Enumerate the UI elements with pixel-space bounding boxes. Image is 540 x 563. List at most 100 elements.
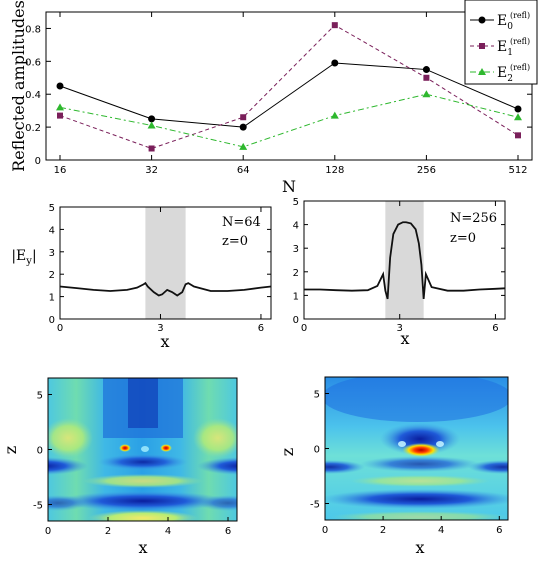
x-tick-label: 512 (508, 165, 527, 176)
y-tick-label: 5 (49, 203, 55, 214)
legend: E0(refl) E1(refl) E2(refl) (464, 0, 538, 85)
annotation-n: N=64 (222, 215, 261, 230)
y-axis-label: z (278, 448, 297, 456)
x-axis-label: x (160, 332, 169, 351)
x-tick-label: 64 (237, 165, 250, 176)
shaded-region (385, 201, 424, 319)
reflected-amplitudes-chart: 16 32 64 128 256 512 0 0.2 0.4 0.6 0.8 Reflected a… (9, 0, 538, 196)
x-axis-label: x (138, 538, 147, 557)
y-tick-label: 2 (293, 268, 299, 279)
data-point (423, 74, 430, 81)
x-tick-label: 6 (225, 526, 231, 537)
x-tick-label: 6 (258, 323, 264, 334)
y-axis-label: Reflected amplitudes (9, 0, 28, 172)
heatmap-image (48, 378, 237, 521)
y-axis-label: z (1, 446, 20, 454)
y-tick-label: -5 (310, 500, 320, 511)
data-point (515, 132, 521, 139)
annotation-z: z=0 (222, 234, 248, 249)
x-tick-label: 6 (496, 525, 502, 536)
y-tick-label: 1 (293, 291, 299, 302)
y-tick-label: 0.6 (25, 57, 41, 68)
legend-marker (478, 68, 486, 75)
x-tick-label: 16 (54, 165, 67, 176)
field-curve (304, 221, 506, 300)
x-axis-label: x (415, 538, 424, 557)
legend-label: E1(refl) (497, 37, 530, 58)
field-profile-n64: 0 3 6 0 1 2 3 4 5 N=64 z=0 |Ey| x (11, 203, 272, 351)
x-tick-label: 32 (145, 165, 158, 176)
shaded-region (145, 207, 186, 319)
x-tick-label: 2 (380, 525, 386, 536)
x-tick-label: 0 (45, 526, 51, 537)
series-line-2 (59, 93, 519, 148)
data-point (148, 115, 156, 123)
series-line-0 (59, 62, 519, 128)
x-tick-label: 128 (325, 165, 344, 176)
data-point (57, 112, 63, 119)
data-point (239, 123, 247, 131)
plot-area (303, 200, 506, 320)
x-tick-label: 3 (157, 323, 163, 334)
data-point (514, 113, 522, 121)
x-tick-label: 256 (417, 165, 436, 176)
y-tick-label: 0 (49, 315, 55, 326)
x-tick-label: 4 (438, 525, 444, 536)
y-tick-label: 2 (49, 270, 55, 281)
field-curve (59, 281, 272, 297)
data-point (422, 90, 431, 98)
y-tick-label: 0 (37, 446, 43, 457)
x-axis-label: N (282, 177, 296, 196)
y-tick-label: 5 (293, 197, 299, 208)
data-point (239, 142, 248, 150)
x-tick-label: 2 (105, 526, 111, 537)
y-tick-label: 3 (49, 248, 55, 259)
x-tick-label: 3 (397, 323, 403, 334)
legend-box (464, 0, 538, 85)
y-tick-label: 0.8 (25, 24, 41, 35)
x-tick-label: 4 (165, 526, 171, 537)
y-tick-label: 5 (314, 390, 320, 401)
y-tick-label: 0.4 (25, 90, 41, 101)
heatmap-image (325, 377, 508, 520)
y-axis-label: |Ey| (11, 248, 36, 267)
y-tick-label: 1 (49, 293, 55, 304)
legend-label: E0(refl) (497, 11, 530, 32)
data-point (330, 111, 339, 119)
data-point (331, 59, 339, 67)
x-axis-label: x (400, 329, 409, 348)
y-tick-label: 4 (49, 225, 55, 236)
y-tick-label: 0 (293, 315, 299, 326)
y-tick-label: 3 (293, 244, 299, 255)
data-point (331, 22, 338, 29)
x-tick-label: 0 (57, 323, 63, 334)
legend-label: E2(refl) (497, 63, 530, 84)
field-map-n256: 0 2 4 6 5 0 -5 z x (278, 376, 509, 557)
data-point (422, 66, 430, 74)
field-profile-n256: 0 3 6 0 1 2 3 4 5 N=256 z=0 x (293, 197, 506, 348)
data-point (514, 105, 522, 113)
data-point (240, 114, 247, 121)
field-map-n64: 0 2 4 6 5 0 -5 z x (1, 377, 238, 557)
series-line-1 (59, 24, 519, 150)
x-tick-label: 0 (322, 525, 328, 536)
annotation-z: z=0 (450, 231, 476, 246)
y-tick-label: 5 (37, 391, 43, 402)
legend-marker (479, 43, 485, 49)
y-tick-label: 4 (293, 221, 299, 232)
plot-area (45, 11, 533, 161)
data-point (56, 82, 64, 90)
x-tick-label: 0 (301, 323, 307, 334)
y-tick-label: 0 (314, 445, 320, 456)
data-point (148, 145, 155, 152)
plot-area (59, 206, 272, 320)
x-tick-label: 6 (492, 323, 498, 334)
y-tick-label: 0.2 (25, 123, 41, 134)
y-tick-label: -5 (33, 501, 43, 512)
data-point (56, 103, 64, 111)
annotation-n: N=256 (450, 211, 497, 226)
data-point (147, 121, 156, 129)
legend-marker (478, 16, 486, 24)
y-tick-label: 0 (35, 156, 41, 167)
